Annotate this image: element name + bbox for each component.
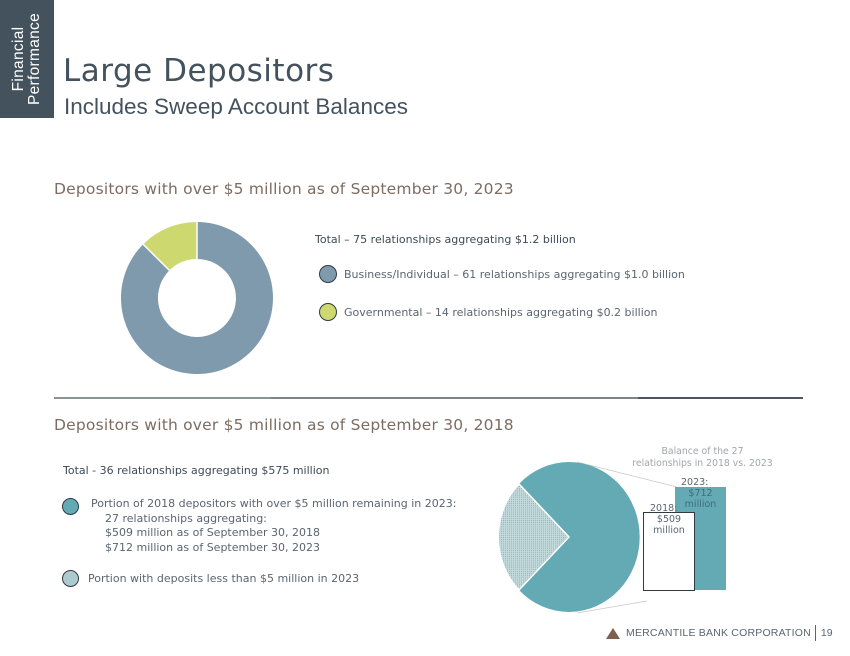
legend-total-2018: Total - 36 relationships aggregating $57… (63, 464, 330, 477)
bar-2018-year-label: 2018: (650, 503, 678, 514)
legend-label-remaining: Portion of 2018 depositors with over $5 … (91, 497, 457, 510)
bar-2018 (643, 512, 695, 591)
legend-swatch-governmental (319, 303, 337, 321)
section-tab-line1: Financial (10, 26, 27, 92)
legend-detail-count: 27 relationships aggregating: (105, 511, 267, 525)
section-tab: Financial Performance (0, 0, 54, 118)
legend-item-governmental: Governmental – 14 relationships aggregat… (319, 303, 657, 321)
legend-swatch-business (319, 265, 337, 283)
legend-detail-2023: $712 million as of September 30, 2023 (105, 540, 320, 554)
company-logo-triangle-icon (606, 627, 620, 639)
pie-slice-below-threshold (497, 482, 571, 592)
page-number: 19 (820, 627, 833, 639)
legend-label-governmental: Governmental – 14 relationships aggregat… (344, 305, 658, 319)
legend-item-remaining: Portion of 2018 depositors with over $5 … (62, 497, 456, 555)
bar-2023-value-amount: $712 (688, 488, 713, 499)
legend-swatch-below-threshold (62, 570, 79, 587)
section-2018-heading: Depositors with over $5 million as of Se… (54, 416, 514, 434)
bar-chart-title: Balance of the 27 relationships in 2018 … (625, 446, 780, 470)
legend-label-business: Business/Individual – 61 relationships a… (344, 267, 685, 281)
bar-chart-title-line1: Balance of the 27 (661, 446, 744, 457)
pie-chart-2018 (497, 461, 677, 614)
bar-chart-title-line2: relationships in 2018 vs. 2023 (632, 458, 773, 469)
legend-total-2023: Total – 75 relationships aggregating $1.… (315, 233, 576, 246)
legend-label-below-threshold: Portion with deposits less than $5 milli… (88, 572, 360, 585)
bar-2018-value: $509 million (643, 514, 695, 536)
section-tab-label: Financial Performance (10, 0, 43, 118)
section-2023-heading: Depositors with over $5 million as of Se… (54, 180, 514, 198)
legend-item-below-threshold: Portion with deposits less than $5 milli… (62, 570, 359, 587)
donut-slice-governmental (143, 222, 197, 271)
bar-2023-year-label: 2023: (681, 477, 709, 488)
connector-line-bottom (576, 600, 648, 614)
section-tab-line2: Performance (26, 12, 43, 106)
legend-detail-2018: $509 million as of September 30, 2018 (105, 526, 320, 539)
bar-2023-value-unit: million (684, 499, 717, 510)
pie-slice-remaining (519, 462, 640, 612)
section-divider (54, 397, 803, 399)
legend-swatch-remaining (62, 498, 79, 515)
footer-separator (814, 625, 816, 641)
donut-slice-business (121, 222, 273, 374)
legend-text-remaining: Portion of 2018 depositors with over $5 … (91, 497, 456, 555)
bar-2018-value-amount: $509 (656, 514, 682, 525)
donut-chart-2023 (121, 222, 273, 374)
legend-item-business: Business/Individual – 61 relationships a… (319, 265, 685, 283)
company-name: MERCANTILE BANK CORPORATION (626, 627, 811, 639)
page-title: Large Depositors (63, 53, 335, 89)
footer: MERCANTILE BANK CORPORATION 19 (606, 625, 833, 641)
bar-2023-value: $712 million (675, 488, 726, 510)
connector-line-top (576, 461, 677, 488)
page-subtitle: Includes Sweep Account Balances (64, 94, 408, 119)
bar-2018-value-unit: million (653, 525, 685, 536)
